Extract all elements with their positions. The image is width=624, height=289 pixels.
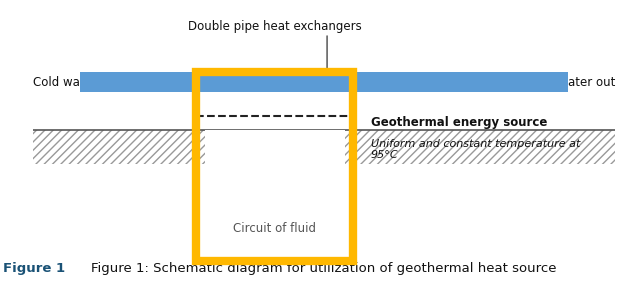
Bar <box>196 72 353 116</box>
Bar <box>80 72 568 92</box>
Text: Geothermal energy source: Geothermal energy source <box>371 116 547 129</box>
Text: Double pipe heat exchangers: Double pipe heat exchangers <box>188 20 361 33</box>
Text: Hot water out: Hot water out <box>534 76 615 89</box>
Bar <box>205 130 344 258</box>
Text: Cold water in: Cold water in <box>33 76 112 89</box>
Text: Uniform and constant temperature at
95°C: Uniform and constant temperature at 95°C <box>371 139 580 160</box>
Text: Circuit of fluid: Circuit of fluid <box>233 222 316 235</box>
Bar <box>196 72 353 261</box>
Text: Figure 1: Figure 1 <box>3 262 65 275</box>
Text: Figure 1: Schematic diagram for utilization of geothermal heat source: Figure 1: Schematic diagram for utilizat… <box>91 262 557 275</box>
Bar <box>33 130 615 164</box>
